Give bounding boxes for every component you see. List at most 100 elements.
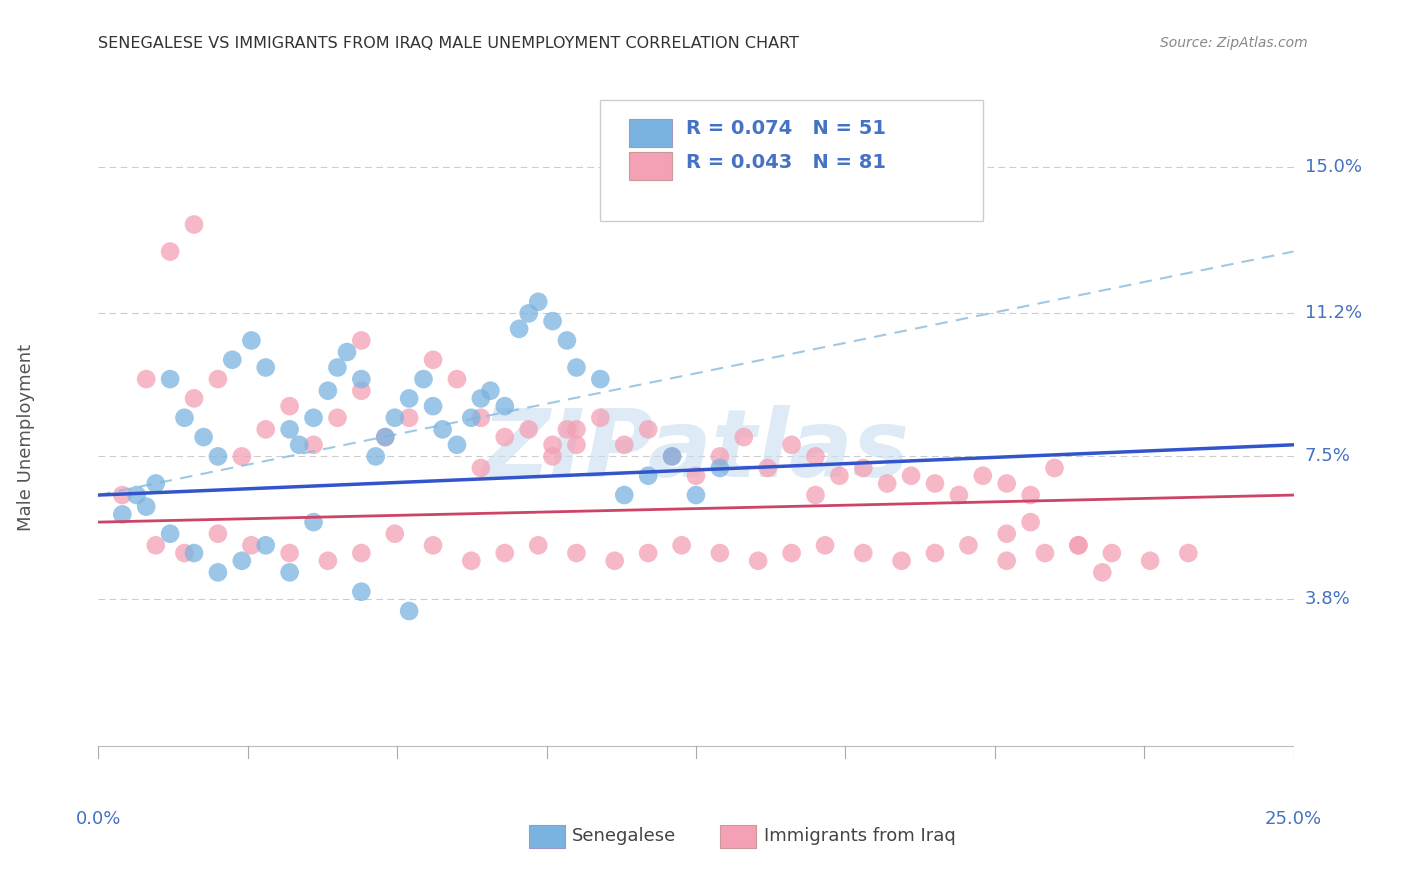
Point xyxy=(183,218,205,232)
Point xyxy=(589,372,612,386)
Point xyxy=(470,461,492,475)
Point xyxy=(685,488,707,502)
Point xyxy=(957,538,980,552)
Point xyxy=(460,554,482,568)
Point xyxy=(183,546,205,560)
Point xyxy=(384,526,406,541)
Point xyxy=(924,476,946,491)
Point xyxy=(207,566,229,580)
Point xyxy=(316,554,339,568)
Point xyxy=(145,538,167,552)
Point xyxy=(350,384,373,398)
Point xyxy=(479,384,502,398)
Point xyxy=(1067,538,1090,552)
Point xyxy=(780,546,803,560)
Point xyxy=(1091,566,1114,580)
Text: Senegalese: Senegalese xyxy=(572,828,676,846)
Text: R = 0.043   N = 81: R = 0.043 N = 81 xyxy=(686,153,886,172)
Point xyxy=(603,554,626,568)
Point xyxy=(159,244,181,259)
Point xyxy=(494,399,516,413)
Point xyxy=(814,538,837,552)
Point xyxy=(541,438,564,452)
Point xyxy=(145,476,167,491)
Point xyxy=(494,430,516,444)
Point xyxy=(432,422,454,436)
Point xyxy=(1139,554,1161,568)
Point xyxy=(637,468,659,483)
Point xyxy=(709,450,731,464)
Point xyxy=(193,430,215,444)
Point xyxy=(470,410,492,425)
Point xyxy=(995,526,1018,541)
Point xyxy=(685,468,707,483)
Point xyxy=(565,360,588,375)
Point xyxy=(1177,546,1199,560)
Text: 7.5%: 7.5% xyxy=(1305,448,1351,466)
Point xyxy=(278,546,301,560)
Point xyxy=(517,306,540,320)
Point xyxy=(278,399,301,413)
Point xyxy=(565,438,588,452)
Point xyxy=(316,384,339,398)
Point xyxy=(541,450,564,464)
Point xyxy=(350,546,373,560)
Point xyxy=(398,410,420,425)
Point xyxy=(508,322,530,336)
Point xyxy=(398,604,420,618)
Point xyxy=(336,345,359,359)
Point xyxy=(948,488,970,502)
Point xyxy=(111,508,134,522)
Point xyxy=(288,438,311,452)
Point xyxy=(1043,461,1066,475)
Text: 25.0%: 25.0% xyxy=(1265,810,1322,828)
Point xyxy=(995,476,1018,491)
Text: 11.2%: 11.2% xyxy=(1305,304,1362,322)
Point xyxy=(733,430,755,444)
FancyBboxPatch shape xyxy=(628,152,672,179)
Point xyxy=(1067,538,1090,552)
Point xyxy=(804,488,827,502)
Point xyxy=(900,468,922,483)
Text: 15.0%: 15.0% xyxy=(1305,158,1361,176)
Point xyxy=(207,372,229,386)
Point xyxy=(221,352,243,367)
Point xyxy=(756,461,779,475)
Text: SENEGALESE VS IMMIGRANTS FROM IRAQ MALE UNEMPLOYMENT CORRELATION CHART: SENEGALESE VS IMMIGRANTS FROM IRAQ MALE … xyxy=(98,36,800,51)
Point xyxy=(555,422,578,436)
Text: ZIPatlas: ZIPatlas xyxy=(482,405,910,497)
Text: Source: ZipAtlas.com: Source: ZipAtlas.com xyxy=(1160,36,1308,50)
Point xyxy=(541,314,564,328)
Point xyxy=(173,410,195,425)
Point xyxy=(1101,546,1123,560)
Point xyxy=(302,438,325,452)
Point xyxy=(111,488,134,502)
FancyBboxPatch shape xyxy=(720,825,756,847)
Point xyxy=(852,461,875,475)
Point xyxy=(527,538,550,552)
Point xyxy=(637,546,659,560)
Point xyxy=(384,410,406,425)
Point xyxy=(661,450,683,464)
Point xyxy=(302,515,325,529)
Point xyxy=(231,554,253,568)
Point xyxy=(350,584,373,599)
Text: 3.8%: 3.8% xyxy=(1305,591,1350,608)
Point xyxy=(254,538,277,552)
FancyBboxPatch shape xyxy=(628,120,672,147)
Point xyxy=(240,538,263,552)
Point xyxy=(125,488,148,502)
Point xyxy=(747,554,769,568)
Text: R = 0.074   N = 51: R = 0.074 N = 51 xyxy=(686,120,886,138)
Point xyxy=(159,372,181,386)
Point xyxy=(302,410,325,425)
Point xyxy=(1019,515,1042,529)
Point xyxy=(207,526,229,541)
Point xyxy=(231,450,253,464)
Point xyxy=(350,334,373,348)
Point xyxy=(422,538,444,552)
Point xyxy=(924,546,946,560)
Point xyxy=(254,422,277,436)
Point xyxy=(613,488,636,502)
Point xyxy=(661,450,683,464)
